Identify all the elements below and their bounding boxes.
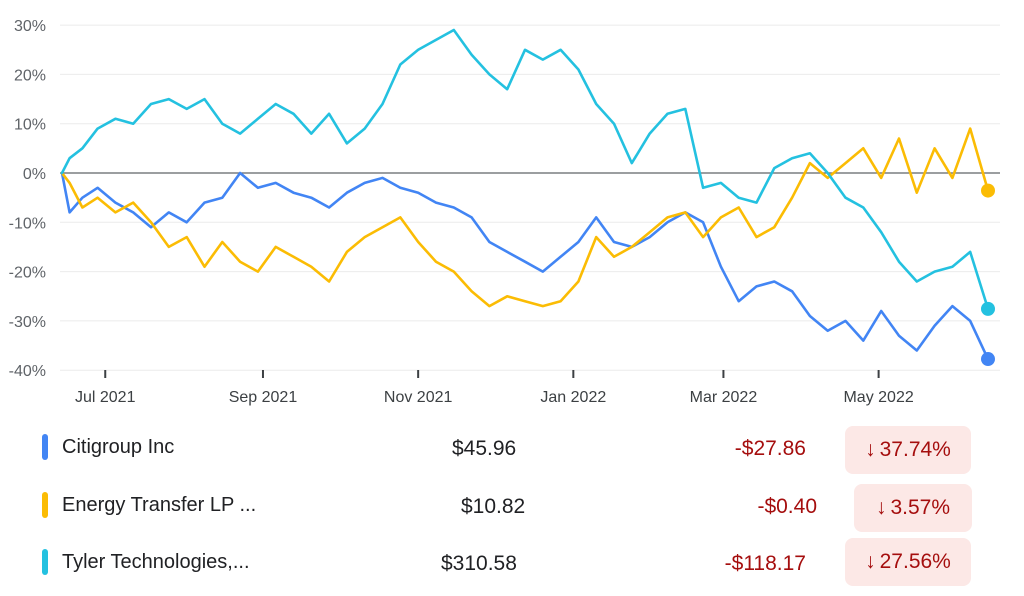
arrow-down-icon: ↓ bbox=[865, 438, 876, 461]
series-name: Tyler Technologies,... bbox=[62, 551, 250, 573]
series-change: -$0.40 bbox=[757, 495, 817, 518]
y-tick-label: 30% bbox=[14, 18, 46, 35]
series-name: Citigroup Inc bbox=[62, 436, 175, 458]
x-tick-label: Jul 2021 bbox=[75, 389, 136, 406]
series-color-swatch bbox=[42, 434, 48, 460]
series-percent: 27.56% bbox=[879, 550, 951, 573]
series-line-2 bbox=[60, 28, 990, 311]
arrow-down-icon: ↓ bbox=[875, 496, 887, 519]
series-percent-badge: ↓ 37.74% bbox=[845, 426, 971, 474]
x-tick-label: Jan 2022 bbox=[540, 389, 606, 406]
x-tick-label: May 2022 bbox=[843, 389, 913, 406]
y-tick-label: -30% bbox=[9, 314, 46, 331]
y-axis-ticks: 30% 20% 10% 0% -10% -20% -30% -40% bbox=[9, 18, 46, 380]
comparison-line-chart: 30% 20% 10% 0% -10% -20% -30% -40% Jul 2021 Sep … bbox=[9, 18, 1000, 406]
gridlines bbox=[60, 24, 1000, 371]
series-end-dot-1[interactable] bbox=[981, 183, 995, 198]
series-lines bbox=[60, 28, 990, 361]
series-line-1 bbox=[60, 127, 990, 308]
x-axis-ticks: Jul 2021 Sep 2021 Nov 2021 Jan 2022 Mar 2022… bbox=[75, 370, 914, 406]
series-color-swatch bbox=[42, 549, 48, 575]
legend-row-tyler-technologies[interactable]: Tyler Technologies,... $310.58 -$118.17 … bbox=[0, 532, 1024, 588]
legend-table: Citigroup Inc $45.96 -$27.86 ↓ 37.74% Ene… bbox=[0, 420, 1024, 596]
series-end-dot-0[interactable] bbox=[981, 352, 995, 367]
arrow-down-icon: ↓ bbox=[865, 550, 876, 573]
series-price: $45.96 bbox=[452, 437, 517, 460]
series-change: -$27.86 bbox=[734, 437, 806, 460]
y-tick-label: 10% bbox=[14, 117, 46, 134]
y-tick-label: -20% bbox=[9, 265, 46, 282]
series-percent-badge: ↓ 3.57% bbox=[854, 484, 972, 532]
x-tick-label: Mar 2022 bbox=[690, 389, 758, 406]
y-tick-label: -40% bbox=[9, 363, 46, 380]
x-tick-label: Nov 2021 bbox=[384, 389, 453, 406]
series-percent: 3.57% bbox=[890, 496, 951, 519]
series-change: -$118.17 bbox=[724, 552, 806, 575]
legend-row-energy-transfer[interactable]: Energy Transfer LP ... $10.82 -$0.40 ↓ 3.… bbox=[0, 476, 1024, 532]
series-percent-badge: ↓ 27.56% bbox=[845, 538, 971, 586]
legend-row-citigroup[interactable]: Citigroup Inc $45.96 -$27.86 ↓ 37.74% bbox=[0, 420, 1024, 476]
y-tick-label: 0% bbox=[23, 166, 46, 183]
series-end-markers bbox=[981, 183, 995, 367]
series-percent: 37.74% bbox=[879, 438, 951, 461]
x-tick-label: Sep 2021 bbox=[229, 389, 298, 406]
y-tick-label: 20% bbox=[14, 67, 46, 84]
y-tick-label: -10% bbox=[9, 215, 46, 232]
series-price: $10.82 bbox=[461, 495, 526, 518]
series-line-0 bbox=[60, 171, 990, 361]
series-color-swatch bbox=[42, 492, 48, 518]
series-end-dot-2[interactable] bbox=[981, 301, 995, 316]
series-price: $310.58 bbox=[441, 552, 517, 575]
series-name: Energy Transfer LP ... bbox=[62, 494, 257, 516]
